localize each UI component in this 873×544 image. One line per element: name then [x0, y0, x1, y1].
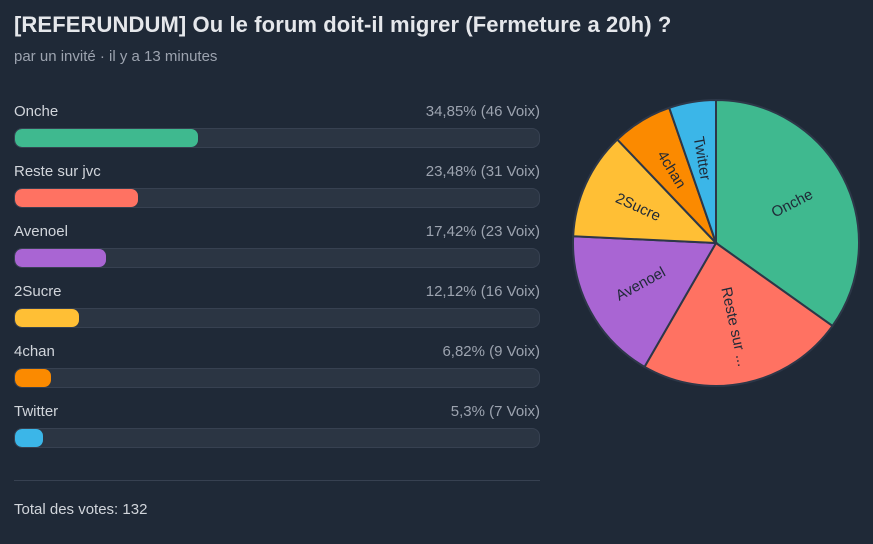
option-result: 5,3% (7 Voix): [450, 403, 540, 420]
option-result: 23,48% (31 Voix): [425, 163, 540, 180]
total-votes: Total des votes: 132: [14, 501, 148, 518]
poll-option-twitter[interactable]: Twitter 5,3% (7 Voix): [14, 403, 540, 463]
option-bar-fill: [15, 429, 43, 447]
option-label: Reste sur jvc: [14, 163, 101, 180]
pie-slice-twitter: [667, 98, 717, 244]
option-bar-track: [14, 308, 540, 328]
poll-option-2sucre[interactable]: 2Sucre 12,12% (16 Voix): [14, 283, 540, 343]
option-label: 4chan: [14, 343, 55, 360]
option-result: 12,12% (16 Voix): [425, 283, 540, 300]
option-label: Onche: [14, 103, 59, 120]
pie-slice-reste-sur-jvc: [643, 241, 834, 387]
option-bar-fill: [15, 129, 198, 147]
option-bar-track: [14, 248, 540, 268]
option-label: Avenoel: [14, 223, 68, 240]
option-bar-track: [14, 428, 540, 448]
option-bar-track: [14, 128, 540, 148]
divider: [14, 480, 540, 481]
poll-meta: par un invité · il y a 13 minutes: [14, 48, 218, 65]
option-label: 2Sucre: [14, 283, 62, 300]
option-bar-fill: [15, 249, 107, 267]
poll-option-reste-sur-jvc[interactable]: Reste sur jvc 23,48% (31 Voix): [14, 163, 540, 223]
option-result: 17,42% (23 Voix): [425, 223, 540, 240]
option-bar-fill: [15, 309, 79, 327]
pie-slice-avenoel: [572, 235, 718, 369]
poll-option-onche[interactable]: Onche 34,85% (46 Voix): [14, 103, 540, 163]
option-bar-fill: [15, 189, 139, 207]
option-result: 34,85% (46 Voix): [425, 103, 540, 120]
option-bar-fill: [15, 369, 51, 387]
poll-option-avenoel[interactable]: Avenoel 17,42% (23 Voix): [14, 223, 540, 283]
pie-slice-2sucre: [572, 138, 719, 245]
option-bar-track: [14, 368, 540, 388]
poll-option-4chan[interactable]: 4chan 6,82% (9 Voix): [14, 343, 540, 403]
poll-title: [REFERUNDUM] Ou le forum doit-il migrer …: [14, 12, 672, 37]
poll-options: Onche 34,85% (46 Voix) Reste sur jvc 23,…: [14, 103, 540, 463]
option-result: 6,82% (9 Voix): [442, 343, 540, 360]
pie-slice-onche: [715, 98, 860, 328]
option-bar-track: [14, 188, 540, 208]
option-label: Twitter: [14, 403, 59, 420]
